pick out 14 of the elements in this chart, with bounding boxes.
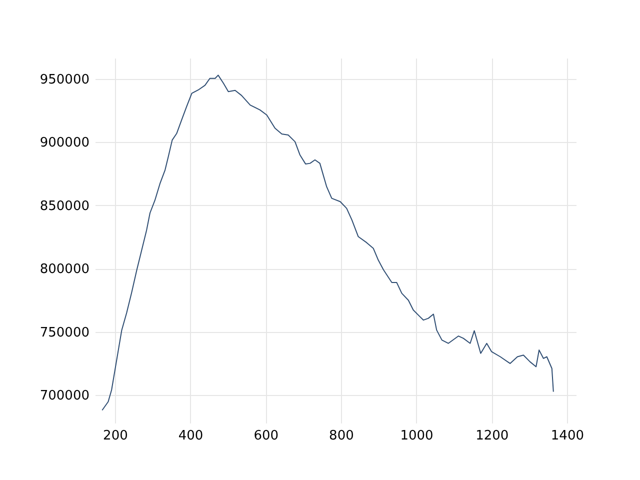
y-tick-label: 850000 <box>40 198 90 214</box>
y-tick-label: 950000 <box>40 72 90 88</box>
x-tick-label: 600 <box>254 428 279 444</box>
x-tick-label: 200 <box>103 428 128 444</box>
line-series <box>102 74 554 411</box>
x-tick-label: 800 <box>329 428 354 444</box>
y-tick-label: 800000 <box>40 262 90 278</box>
y-tick-label: 700000 <box>40 388 90 404</box>
x-tick-label: 1400 <box>550 428 584 444</box>
y-tick-label: 900000 <box>40 136 90 151</box>
x-tick-label: 1200 <box>476 428 509 444</box>
x-tick-label: 400 <box>178 428 204 444</box>
y-tick-label: 750000 <box>40 325 90 340</box>
x-tick-label: 1000 <box>400 428 434 444</box>
